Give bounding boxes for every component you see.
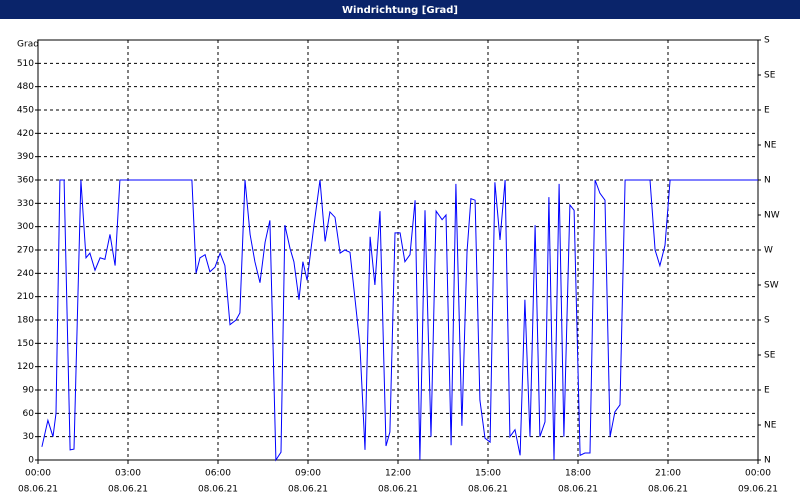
x-tick-label: 00:00 [745, 469, 771, 479]
x-tick-date: 09.06.21 [738, 485, 778, 495]
x-tick-label: 15:00 [475, 469, 501, 479]
y2-tick-label: NW [764, 211, 780, 221]
y-tick-label: 390 [17, 152, 34, 162]
x-tick-label: 18:00 [565, 469, 591, 479]
y-tick-label: 120 [17, 362, 34, 372]
y2-tick-label: S [764, 316, 770, 326]
data-line [41, 179, 758, 462]
y-tick-label: 480 [17, 82, 34, 92]
x-tick-label: 03:00 [115, 469, 141, 479]
y-tick-label: 270 [17, 246, 34, 256]
y-tick-label: 510 [17, 59, 34, 69]
y2-tick-label: N [764, 456, 771, 466]
y-tick-label: 30 [23, 432, 35, 442]
y-tick-label: 420 [17, 129, 34, 139]
x-tick-date: 08.06.21 [558, 485, 598, 495]
x-tick-label: 09:00 [295, 469, 321, 479]
y-tick-label: 0 [28, 456, 34, 466]
y-tick-label: 60 [23, 409, 35, 419]
x-tick-date: 08.06.21 [288, 485, 328, 495]
x-tick-date: 08.06.21 [378, 485, 418, 495]
y2-tick-label: E [764, 106, 770, 116]
y-tick-label: 450 [17, 106, 34, 116]
plot-frame [37, 39, 759, 461]
x-tick-date: 08.06.21 [648, 485, 688, 495]
y-tick-label: 360 [17, 176, 34, 186]
chart-title: Windrichtung [Grad] [342, 5, 458, 16]
y2-tick-label: NE [764, 141, 777, 151]
y-tick-label: 180 [17, 316, 34, 326]
y-tick-label: 300 [17, 222, 34, 232]
y-tick-label: 90 [23, 386, 35, 396]
y2-tick-label: E [764, 386, 770, 396]
x-tick-label: 00:00 [25, 469, 51, 479]
y2-tick-label: N [764, 176, 771, 186]
y-tick-label: 240 [17, 269, 34, 279]
y-tick-label: 210 [17, 292, 34, 302]
x-tick-date: 08.06.21 [198, 485, 238, 495]
x-tick-label: 12:00 [385, 469, 411, 479]
y2-tick-label: S [764, 36, 770, 46]
x-tick-label: 21:00 [655, 469, 681, 479]
title-bar [0, 0, 800, 19]
y2-tick-label: SE [764, 71, 776, 81]
y2-tick-label: SW [764, 281, 779, 291]
x-tick-date: 08.06.21 [108, 485, 148, 495]
y2-tick-label: NE [764, 421, 777, 431]
y2-tick-label: SE [764, 351, 776, 361]
y-tick-label: 330 [17, 199, 34, 209]
x-tick-label: 06:00 [205, 469, 231, 479]
y-axis-label: Grad [17, 40, 39, 50]
y-tick-label: 150 [17, 339, 34, 349]
x-tick-date: 08.06.21 [18, 485, 58, 495]
x-tick-date: 08.06.21 [468, 485, 508, 495]
y2-tick-label: W [764, 246, 773, 256]
